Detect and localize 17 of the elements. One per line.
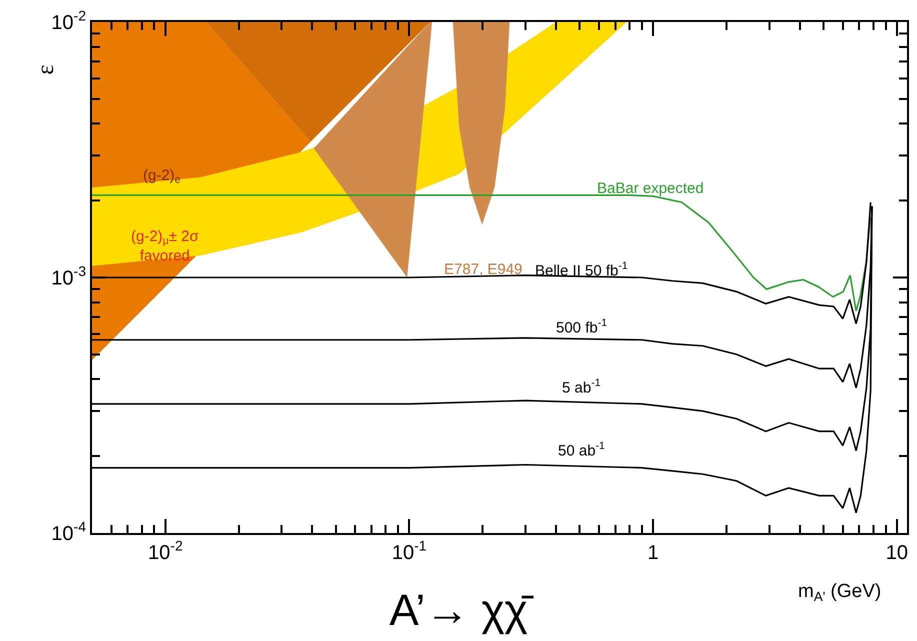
annotation: Belle II 50 fb$^{-1}$ [535,260,628,280]
annotation: 500 fb$^{-1}$ [556,317,608,336]
annotation: 5 ab$^{-1}$ [562,377,601,396]
annotation: E787, E949 [444,261,522,278]
y-axis-title: ε [32,64,59,75]
x-tick-label: 10$^{-2}$ [148,538,183,564]
x-tick-label: 10$^{-1}$ [392,538,427,564]
annotation: BaBar expected [597,180,704,197]
annotation: (g-2)$_{μ}$± 2σ favored [131,228,200,264]
x-tick-label: 10 [886,542,908,564]
y-tick-label: 10$^{-4}$ [51,518,86,545]
x-axis-title: m$_{A'}$ (GeV) [798,581,882,604]
annotation: 50 ab$^{-1}$ [558,440,606,460]
text: A’→ χχ̄ [389,586,534,635]
y-tick-label: 10$^{-2}$ [51,8,86,34]
x-tick-label: 1 [648,542,659,564]
y-tick-label: 10$^{-3}$ [51,263,86,290]
